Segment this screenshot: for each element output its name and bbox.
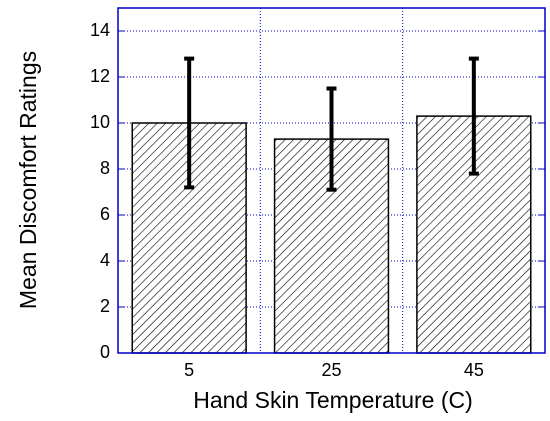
error-bar <box>326 86 337 192</box>
y-axis-label: Mean Discomfort Ratings <box>15 51 41 309</box>
x-tick-label: 45 <box>464 360 484 380</box>
plot-frame <box>117 7 546 354</box>
y-tick-label: 14 <box>90 20 110 40</box>
y-tick-label: 6 <box>100 204 110 224</box>
x-tick-label: 25 <box>321 360 341 380</box>
x-tick-label: 5 <box>184 360 194 380</box>
error-bar <box>468 56 479 176</box>
y-tick-label: 2 <box>100 296 110 316</box>
y-tick-label: 12 <box>90 66 110 86</box>
y-tick-label: 8 <box>100 158 110 178</box>
x-axis-label: Hand Skin Temperature (C) <box>193 387 473 413</box>
y-tick-label: 0 <box>100 342 110 362</box>
error-bar <box>184 56 195 190</box>
y-tick-label: 10 <box>90 112 110 132</box>
y-tick-label: 4 <box>100 250 110 270</box>
